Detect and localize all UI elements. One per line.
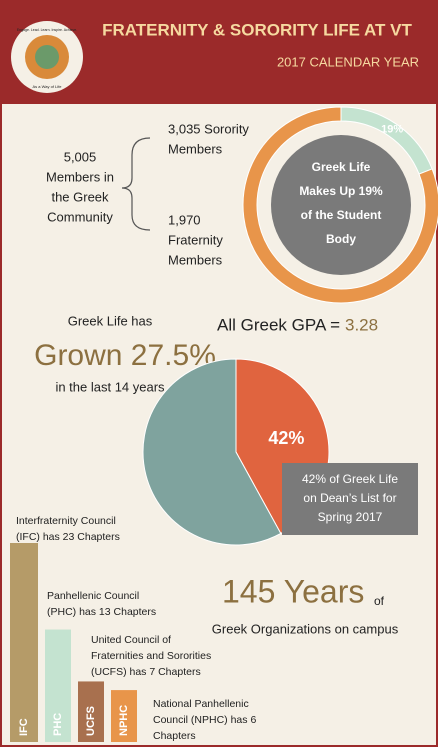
logo-tagline: As a Way of Life: [33, 84, 63, 89]
council-description: (PHC) has 13 Chapters: [47, 606, 156, 618]
council-label: IFC: [18, 718, 30, 736]
council-bar: [10, 543, 38, 742]
history-headline: 145 Years: [222, 573, 364, 609]
council-description: Panhellenic Council: [47, 590, 139, 602]
council-bar: [78, 681, 104, 742]
total-members: the Greek: [51, 189, 109, 204]
donut-center-text: Greek Life: [312, 160, 371, 174]
fraternity-members: Members: [168, 252, 223, 267]
logo-motto: Engage. Lead. Learn. Inspire. Achieve.: [17, 28, 77, 32]
council-bar: [111, 690, 137, 742]
council-description: (IFC) has 23 Chapters: [16, 531, 120, 543]
donut-center: [271, 135, 411, 275]
growth-headline: Grown 27.5%: [34, 339, 216, 372]
fraternity-members: Fraternity: [168, 232, 223, 247]
callout-text: on Dean’s List for: [303, 491, 396, 505]
slice-label: 42%: [268, 428, 304, 448]
sorority-members: Members: [168, 141, 223, 156]
council-description: Chapters: [153, 730, 196, 742]
callout-text: Spring 2017: [318, 510, 383, 524]
sorority-members: 3,035 Sorority: [168, 121, 249, 136]
donut-center-text: of the Student: [301, 208, 382, 222]
title: FRATERNITY & SORORITY LIFE AT VT: [102, 20, 412, 39]
total-members: 5,005: [64, 149, 97, 164]
subtitle: 2017 CALENDAR YEAR: [277, 54, 419, 69]
slice: [142, 358, 282, 546]
council-description: Council (NPHC) has 6: [153, 714, 256, 726]
gpa-value: 3.28: [345, 315, 378, 334]
brace: [121, 137, 151, 231]
council-description: Fraternities and Sororities: [91, 650, 211, 662]
gpa-label: All Greek GPA =: [217, 315, 340, 334]
council-description: National Panhellenic: [153, 698, 249, 710]
fraternity-members: 1,970: [168, 212, 201, 227]
council-label: NPHC: [118, 705, 130, 736]
growth-tail: in the last 14 years: [55, 379, 165, 394]
council-description: (UCFS) has 7 Chapters: [91, 666, 201, 678]
council-label: UCFS: [85, 706, 97, 736]
logo-core: [35, 45, 59, 69]
callout-box: [282, 463, 418, 535]
total-members: Community: [47, 209, 113, 224]
council-label: PHC: [52, 713, 64, 736]
council-bar: [45, 629, 71, 742]
donut-center-text: Makes Up 19%: [299, 184, 383, 198]
total-members: Members in: [46, 169, 114, 184]
history-tail: Greek Organizations on campus: [212, 621, 399, 636]
callout-text: 42% of Greek Life: [302, 472, 398, 486]
council-description: Interfraternity Council: [16, 515, 116, 527]
growth-lead: Greek Life has: [68, 313, 153, 328]
history-of: of: [374, 594, 385, 608]
council-description: United Council of: [91, 634, 171, 646]
donut-center-text: Body: [326, 232, 356, 246]
slice-label: 19%: [381, 124, 403, 136]
slice: [242, 106, 438, 304]
